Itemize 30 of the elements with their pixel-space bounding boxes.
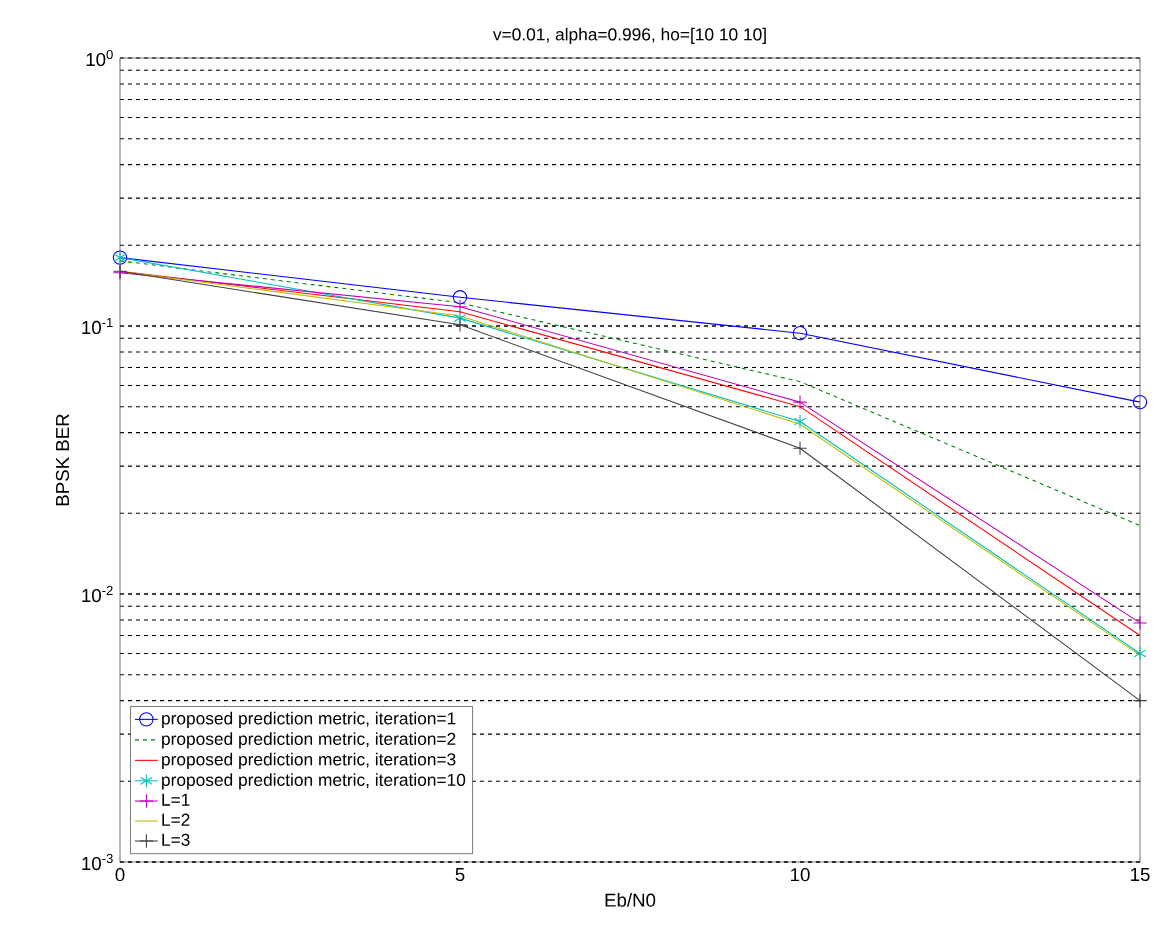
point (793, 414, 807, 429)
point (1132, 615, 1148, 631)
legend-label: proposed prediction metric, iteration=10 (162, 773, 466, 790)
x-tick-label: 0 (115, 868, 125, 882)
x-tick-label: 5 (455, 868, 465, 882)
point (792, 326, 808, 341)
point (452, 290, 468, 305)
x-tick-label: 10 (791, 868, 810, 882)
y-tick-label: 10$^{-2}$ (82, 585, 113, 603)
legend-label: L=1 (162, 793, 190, 806)
legend-label: proposed prediction metric, iteration=3 (162, 752, 456, 769)
x-axis-title: Eb/N0 (605, 893, 656, 907)
y-axis-title: BPSK BER (55, 414, 70, 506)
point (1133, 646, 1147, 661)
x-tick-label: 15 (1131, 868, 1150, 882)
y-tick-label: 10$^{-1}$ (82, 317, 113, 335)
legend-label: proposed prediction metric, iteration=2 (162, 732, 456, 749)
y-tick-label: 10$^{0}$ (86, 49, 113, 67)
y-tick-label: 10$^{-3}$ (82, 853, 113, 871)
point (792, 394, 808, 410)
point (452, 317, 468, 333)
legend-label: L=2 (162, 813, 190, 826)
chart-title: v=0.01, alpha=0.996, ho=[10 10 10] (492, 27, 766, 44)
legend-label: proposed prediction metric, iteration=1 (162, 711, 456, 728)
point (1132, 693, 1148, 708)
point (792, 441, 808, 456)
point (452, 299, 468, 314)
legend-label: L=3 (162, 833, 190, 846)
point (1132, 394, 1148, 410)
line-series (120, 260, 1141, 527)
